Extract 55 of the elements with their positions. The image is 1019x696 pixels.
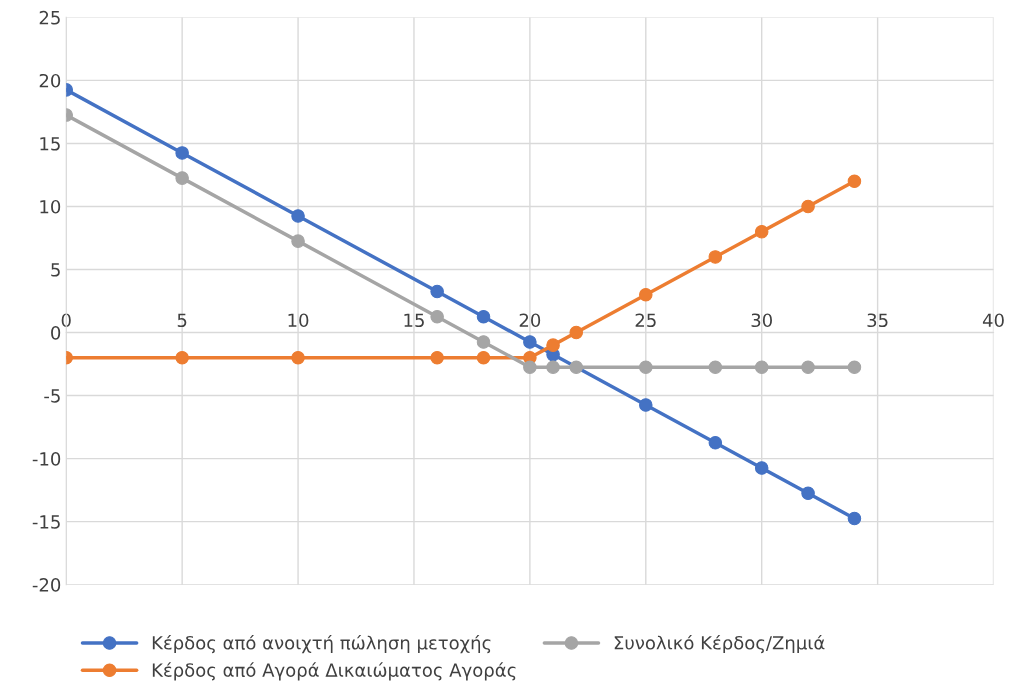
x-tick-label: 25: [635, 313, 656, 328]
y-tick-label: 10: [40, 199, 61, 214]
point: [175, 350, 189, 365]
point: [430, 284, 444, 299]
point: [708, 360, 723, 374]
point: [546, 360, 560, 374]
point: [754, 224, 769, 239]
x-tick-label: 30: [751, 313, 772, 328]
point: [801, 486, 815, 501]
x-tick-label: 15: [404, 313, 424, 328]
point: [175, 146, 189, 160]
y-tick-label: -20: [32, 578, 61, 592]
y-tick-label: 25: [39, 10, 60, 25]
legend-label: Κέρδος από ανοιχτή πώληση μετοχής: [152, 634, 491, 654]
point: [569, 360, 584, 374]
point: [476, 310, 491, 324]
point: [708, 250, 723, 264]
point: [754, 461, 769, 475]
x-tick-label: 40: [982, 313, 1004, 328]
y-tick-label: 0: [51, 325, 61, 340]
y-tick-label: 20: [39, 73, 61, 88]
point: [754, 360, 769, 374]
y-tick-label: -15: [32, 515, 60, 529]
x-tick-label: 10: [288, 313, 309, 328]
point: [523, 360, 537, 374]
point: [476, 335, 491, 349]
point: [476, 350, 491, 365]
point: [639, 360, 653, 374]
x-tick-label: 20: [519, 313, 541, 328]
y-tick-label: 5: [51, 263, 60, 277]
point: [639, 287, 653, 302]
x-tick-label: 35: [867, 313, 888, 328]
point: [291, 209, 305, 223]
point: [801, 360, 815, 374]
point: [430, 310, 444, 324]
point: [569, 325, 584, 340]
point: [546, 338, 560, 352]
point: [291, 234, 305, 248]
point: [847, 360, 862, 374]
point: [639, 398, 653, 412]
point: [847, 174, 862, 189]
point: [430, 350, 444, 365]
y-tick-label: -10: [32, 452, 61, 466]
x-tick-label: 0: [61, 313, 71, 328]
point: [291, 350, 305, 365]
y-tick-label: -5: [44, 389, 60, 403]
point: [708, 436, 723, 450]
x-tick-label: 5: [177, 313, 187, 328]
point: [175, 171, 189, 185]
point: [801, 199, 815, 214]
y-tick-label: 15: [40, 137, 60, 151]
legend-label: Κέρδος από Αγορά Δικαιώματος Αγοράς: [152, 662, 516, 681]
point: [847, 511, 862, 526]
point: [523, 335, 537, 349]
legend-label: Συνολικό Κέρδος/Ζημιά: [614, 634, 825, 654]
